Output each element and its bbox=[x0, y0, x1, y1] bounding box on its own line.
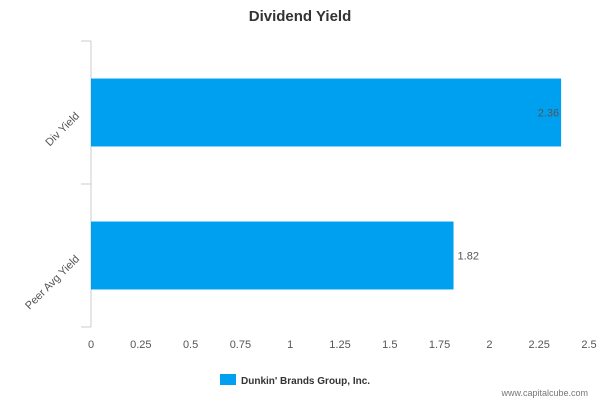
data-label: 2.36 bbox=[538, 108, 559, 120]
plot-area: 0 0.25 0.5 0.75 1 1.25 1.5 1.75 2 2.25 2.5 2.36 Div … bbox=[23, 40, 597, 351]
bar bbox=[91, 78, 562, 147]
x-tick-label: 2.25 bbox=[528, 339, 549, 351]
x-tick-label: 2.5 bbox=[581, 339, 596, 351]
legend-label: Dunkin' Brands Group, Inc. bbox=[241, 376, 370, 387]
legend: Dunkin' Brands Group, Inc. bbox=[220, 374, 370, 387]
data-label: 1.82 bbox=[458, 251, 479, 263]
x-tick-label: 1.75 bbox=[429, 339, 450, 351]
x-tick-label: 0 bbox=[88, 339, 94, 351]
x-tick-label: 2 bbox=[486, 339, 492, 351]
x-tick-label: 0.25 bbox=[130, 339, 151, 351]
watermark: www.capitalcube.com bbox=[500, 388, 588, 398]
x-tick-label: 1 bbox=[287, 339, 293, 351]
legend-swatch bbox=[220, 374, 236, 385]
chart-title: Dividend Yield bbox=[249, 8, 352, 25]
category-label: Peer Avg Yield bbox=[23, 253, 82, 312]
x-tick-label: 0.5 bbox=[183, 339, 198, 351]
x-tick-label: 0.75 bbox=[230, 339, 251, 351]
x-tick-label: 1.25 bbox=[329, 339, 350, 351]
category-label: Div Yield bbox=[43, 110, 82, 149]
bar bbox=[91, 221, 454, 290]
x-tick-label: 1.5 bbox=[382, 339, 397, 351]
